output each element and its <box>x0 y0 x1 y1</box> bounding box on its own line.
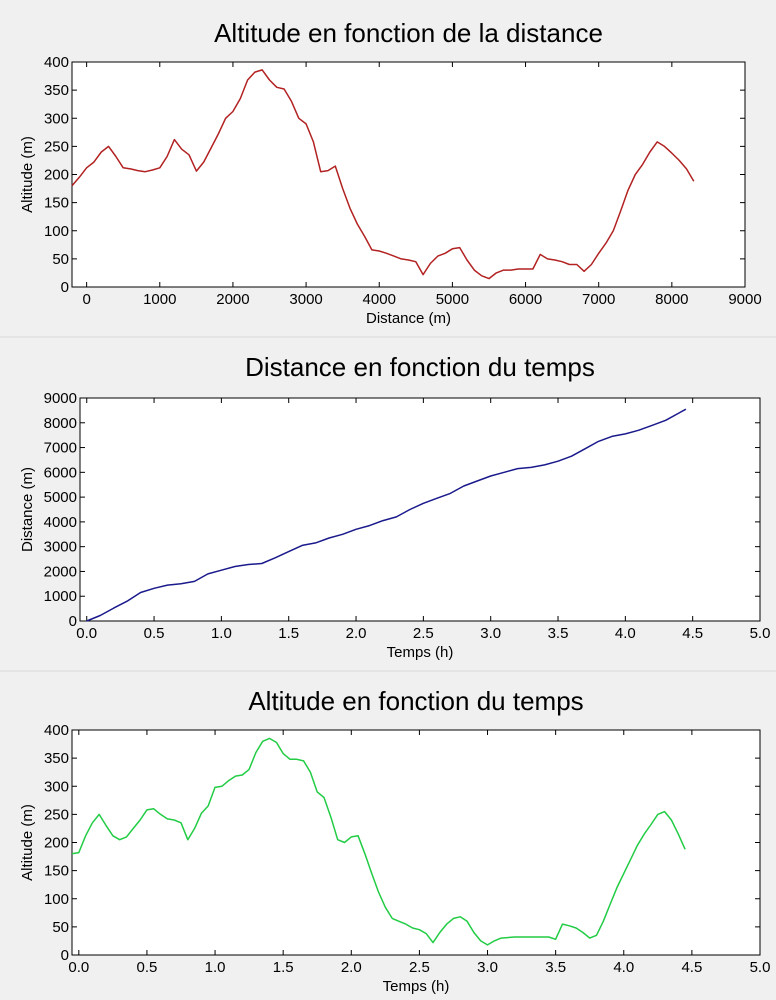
x-tick-label: 8000 <box>655 291 688 308</box>
x-tick-label: 1.0 <box>205 959 226 976</box>
y-tick-label: 350 <box>44 82 69 99</box>
y-tick-label: 250 <box>44 138 69 155</box>
y-tick-label: 300 <box>44 778 69 795</box>
x-tick-label: 2.0 <box>346 625 367 642</box>
y-tick-label: 4000 <box>44 514 77 531</box>
y-tick-label: 150 <box>44 863 69 880</box>
chart-altitude-time: Altitude en fonction du temps 0.0 0.5 1.0 1.… <box>19 686 771 995</box>
y-tick-label: 50 <box>52 919 69 936</box>
x-tick-label: 4.0 <box>613 959 634 976</box>
x-tick-label: 0.0 <box>76 625 97 642</box>
x-tick-label: 0.5 <box>137 959 158 976</box>
x-tick-label: 3.5 <box>545 959 566 976</box>
y-tick-label: 0 <box>61 279 69 296</box>
y-tick-label: 300 <box>44 110 69 127</box>
series-line <box>86 408 687 622</box>
x-tick-label: 2.0 <box>341 959 362 976</box>
x-axis-label: Temps (h) <box>387 644 454 661</box>
chart-title: Altitude en fonction de la distance <box>214 18 603 48</box>
y-tick-label: 6000 <box>44 464 77 481</box>
y-tick-label: 150 <box>44 195 69 212</box>
series-line <box>71 69 695 280</box>
plot-area <box>71 61 746 288</box>
y-tick-label: 2000 <box>44 563 77 580</box>
y-tick-label: 3000 <box>44 539 77 556</box>
y-tick-label: 5000 <box>44 489 77 506</box>
x-tick-label: 3000 <box>289 291 322 308</box>
x-tick-label: 1000 <box>143 291 176 308</box>
x-tick-label: 0 <box>82 291 90 308</box>
series-line <box>71 737 686 946</box>
y-tick-label: 0 <box>61 947 69 964</box>
x-tick-label: 4.5 <box>681 959 702 976</box>
y-tick-label: 200 <box>44 835 69 852</box>
x-tick-label: 1.0 <box>211 625 232 642</box>
x-tick-label: 5.0 <box>750 625 771 642</box>
y-tick-label: 1000 <box>44 588 77 605</box>
x-tick-label: 1.5 <box>273 959 294 976</box>
y-axis-label: Altitude (m) <box>19 136 36 213</box>
y-axis-label: Altitude (m) <box>19 804 36 881</box>
y-axis-label: Distance (m) <box>19 467 36 552</box>
y-tick-label: 200 <box>44 167 69 184</box>
y-tick-label: 400 <box>44 722 69 739</box>
x-tick-label: 5.0 <box>750 959 771 976</box>
y-tick-label: 50 <box>52 251 69 268</box>
y-tick-label: 100 <box>44 223 69 240</box>
x-tick-label: 9000 <box>728 291 761 308</box>
x-tick-label: 4.5 <box>682 625 703 642</box>
plot-area <box>71 729 761 956</box>
y-tick-label: 100 <box>44 891 69 908</box>
chart-panel-altitude-distance: Altitude en fonction de la distance 0 1000… <box>0 0 776 338</box>
y-tick-label: 9000 <box>44 390 77 407</box>
y-tick-label: 8000 <box>44 415 77 432</box>
x-axis-label: Distance (m) <box>366 310 451 327</box>
x-tick-label: 3.5 <box>548 625 569 642</box>
x-tick-label: 3.0 <box>477 959 498 976</box>
x-tick-label: 1.5 <box>278 625 299 642</box>
x-tick-label: 4000 <box>363 291 396 308</box>
x-tick-label: 2.5 <box>409 959 430 976</box>
chart-distance-time: Distance en fonction du temps 0.0 0.5 1.0 1.… <box>19 352 771 661</box>
x-tick-label: 4.0 <box>615 625 636 642</box>
chart-panel-altitude-time: Altitude en fonction du temps 0.0 0.5 1.0 1.… <box>0 672 776 1000</box>
y-tick-label: 0 <box>69 613 77 630</box>
x-tick-label: 5000 <box>436 291 469 308</box>
x-tick-label: 7000 <box>582 291 615 308</box>
y-tick-label: 350 <box>44 750 69 767</box>
x-tick-label: 6000 <box>509 291 542 308</box>
x-axis-label: Temps (h) <box>383 978 450 995</box>
x-tick-label: 0.0 <box>68 959 89 976</box>
x-tick-label: 3.0 <box>480 625 501 642</box>
chart-panel-distance-time: Distance en fonction du temps 0.0 0.5 1.0 1.… <box>0 338 776 672</box>
y-tick-label: 250 <box>44 806 69 823</box>
x-tick-label: 2000 <box>216 291 249 308</box>
x-tick-label: 0.5 <box>144 625 165 642</box>
y-tick-label: 7000 <box>44 440 77 457</box>
chart-title: Distance en fonction du temps <box>245 352 595 382</box>
y-tick-label: 400 <box>44 54 69 71</box>
plot-area <box>79 397 761 622</box>
x-tick-label: 2.5 <box>413 625 434 642</box>
chart-title: Altitude en fonction du temps <box>248 686 583 716</box>
